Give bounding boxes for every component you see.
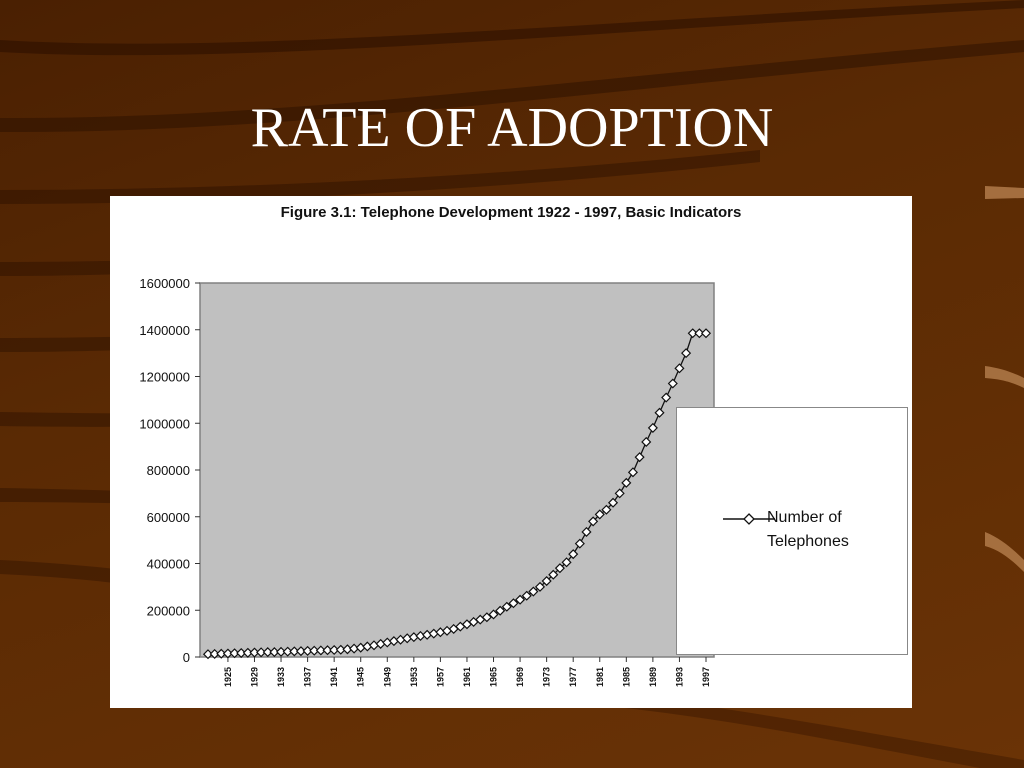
x-tick-label: 1933 (276, 667, 286, 687)
data-point (700, 328, 712, 339)
data-point (521, 590, 532, 601)
data-point (654, 407, 665, 418)
data-point (548, 569, 559, 580)
data-point (534, 581, 546, 592)
legend-label: Number of Telephones (767, 509, 849, 550)
data-point (594, 509, 605, 520)
data-point (528, 586, 539, 597)
x-tick-label: 1973 (542, 667, 552, 687)
y-tick-label: 1600000 (139, 276, 190, 291)
y-tick-label: 0 (183, 650, 190, 665)
data-point (641, 436, 652, 447)
data-point (541, 575, 552, 587)
data-point (674, 363, 685, 374)
data-point (601, 504, 612, 515)
y-tick-label: 1000000 (139, 416, 190, 431)
x-tick-label: 1929 (249, 667, 259, 687)
data-point (515, 594, 526, 605)
x-tick-label: 1989 (648, 667, 658, 687)
data-point (488, 609, 499, 620)
x-tick-label: 1953 (409, 667, 419, 687)
x-tick-label: 1993 (674, 667, 684, 687)
x-tick-label: 1977 (568, 667, 578, 687)
data-point (581, 526, 592, 537)
y-tick-label: 1400000 (139, 323, 190, 338)
x-tick-label: 1981 (595, 667, 605, 687)
data-point (495, 605, 506, 616)
data-point (481, 612, 492, 623)
x-tick-label: 1985 (621, 667, 631, 687)
x-tick-label: 1965 (489, 667, 499, 687)
y-tick-label: 200000 (147, 603, 190, 618)
y-tick-label: 600000 (147, 510, 190, 525)
data-point (647, 422, 658, 433)
data-point (607, 497, 619, 508)
chart-title: Figure 3.1: Telephone Development 1922 -… (280, 204, 742, 221)
data-point (561, 557, 572, 568)
x-tick-label: 1949 (382, 667, 392, 687)
x-tick-label: 1945 (356, 667, 366, 687)
data-point (508, 598, 519, 609)
data-point (634, 452, 645, 463)
data-point (554, 563, 565, 574)
data-point (621, 477, 632, 488)
data-point (681, 348, 692, 359)
data-point (501, 601, 512, 612)
data-point (588, 516, 599, 527)
data-point (574, 538, 585, 549)
data-point (667, 378, 678, 389)
x-tick-label: 1997 (701, 667, 711, 687)
data-point (694, 328, 705, 339)
y-tick-label: 1200000 (139, 370, 190, 385)
x-tick-label: 1937 (303, 667, 313, 687)
data-point (614, 488, 625, 499)
data-point (262, 647, 273, 658)
data-point (627, 467, 639, 478)
x-tick-label: 1969 (515, 667, 525, 687)
data-point (661, 392, 672, 403)
data-point (687, 328, 698, 339)
legend-marker-icon (723, 513, 775, 525)
plot-area (199, 282, 715, 658)
x-tick-label: 1941 (329, 667, 339, 687)
slide-title: RATE OF ADOPTION (250, 97, 774, 159)
y-tick-label: 400000 (147, 557, 190, 572)
x-tick-label: 1957 (435, 667, 445, 687)
x-tick-label: 1961 (462, 667, 472, 687)
x-tick-label: 1925 (223, 667, 233, 687)
y-tick-label: 800000 (147, 463, 190, 478)
data-point (568, 549, 579, 560)
line-chart: 0 200000 400000 600000 800000 1000000 1200000 1… (139, 276, 715, 687)
chart-legend: Number of Telephones (676, 407, 908, 655)
